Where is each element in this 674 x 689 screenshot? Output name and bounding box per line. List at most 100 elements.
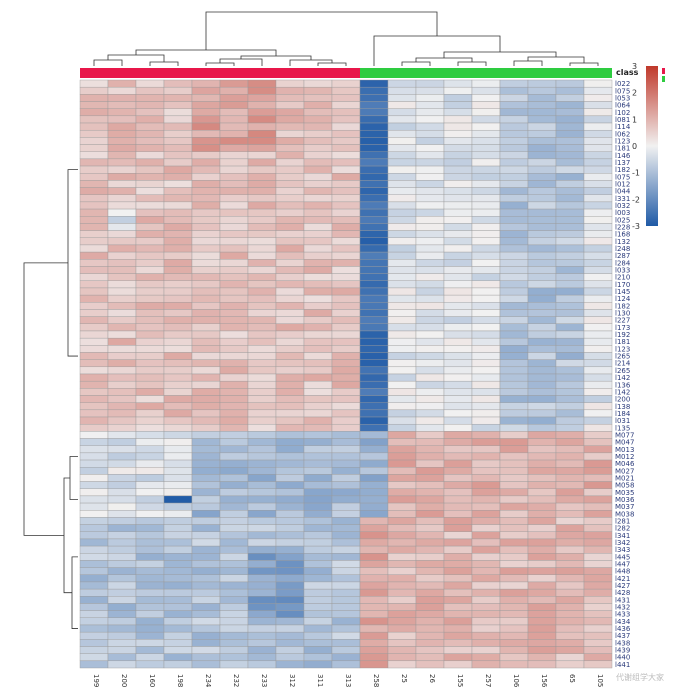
heatmap-cell [135, 187, 165, 195]
heatmap-cell [275, 610, 305, 619]
heatmap-cell [555, 280, 585, 289]
heatmap-cell [415, 560, 445, 568]
heatmap-cell [163, 660, 193, 669]
heatmap-cell [443, 567, 473, 575]
heatmap-cell [499, 173, 529, 181]
heatmap-cell [555, 129, 585, 138]
heatmap-cell [387, 567, 417, 575]
heatmap-cell [583, 538, 613, 547]
heatmap-cell [555, 144, 585, 152]
heatmap-cell [471, 373, 501, 382]
heatmap-cell [415, 230, 445, 238]
heatmap-cell [191, 388, 221, 396]
heatmap-cell [219, 373, 249, 382]
heatmap-cell [107, 560, 137, 568]
column-dendrogram [93, 11, 599, 66]
heatmap-cell [331, 223, 361, 231]
heatmap-cell [555, 567, 585, 575]
heatmap-cell [163, 488, 193, 497]
heatmap-cell [79, 416, 109, 425]
heatmap-cell [107, 524, 137, 532]
heatmap-cell [303, 631, 333, 640]
class-bar-cell [416, 68, 444, 78]
heatmap-cell [275, 424, 305, 432]
heatmap-cell [471, 122, 501, 131]
heatmap-cell [219, 560, 249, 568]
dendrogram-branch [71, 556, 78, 629]
dendrogram-branch [317, 62, 347, 66]
row-tick-label: l102 [615, 109, 630, 117]
heatmap-cell [527, 122, 557, 131]
heatmap-cell [415, 538, 445, 547]
heatmap-cell [555, 352, 585, 360]
heatmap-cell [415, 302, 445, 310]
heatmap-cell [387, 266, 417, 274]
heatmap-cell [359, 409, 389, 418]
heatmap-cell [359, 223, 389, 231]
heatmap-cell [415, 309, 445, 317]
heatmap-cell [415, 438, 445, 446]
heatmap-cell [163, 137, 193, 145]
heatmap-cell [191, 223, 221, 231]
heatmap-cell [191, 208, 221, 217]
legend-tick-label: 2 [632, 89, 637, 98]
heatmap-cell [471, 201, 501, 210]
heatmap-cell [163, 438, 193, 446]
heatmap-cell [219, 345, 249, 353]
heatmap-cell [583, 230, 613, 238]
heatmap-cell [275, 309, 305, 317]
row-tick-label: M037 [615, 503, 634, 511]
heatmap-cell [219, 467, 249, 475]
heatmap-cell [275, 517, 305, 525]
heatmap-cell [79, 180, 109, 188]
heatmap-cell [415, 653, 445, 662]
heatmap-cell [499, 287, 529, 296]
heatmap-cell [555, 438, 585, 446]
heatmap-cell [219, 517, 249, 525]
heatmap-cell [499, 194, 529, 203]
heatmap-cell [163, 330, 193, 339]
heatmap-cell [555, 151, 585, 160]
heatmap-cell [359, 359, 389, 368]
class-bar-cell [136, 68, 164, 78]
heatmap-cell [303, 459, 333, 468]
heatmap-cell [359, 603, 389, 611]
heatmap-cell [387, 173, 417, 181]
heatmap-cell [107, 459, 137, 468]
heatmap-cell [359, 108, 389, 117]
heatmap-cell [443, 438, 473, 446]
heatmap-cell [107, 294, 137, 303]
heatmap-cell [79, 302, 109, 310]
heatmap-cell [275, 495, 305, 504]
heatmap-cell [387, 431, 417, 439]
heatmap-cell [163, 302, 193, 310]
row-tick-label: M036 [615, 496, 635, 504]
heatmap-cell [359, 459, 389, 468]
heatmap-cell [387, 474, 417, 482]
heatmap-cell [219, 337, 249, 346]
heatmap-cell [583, 273, 613, 281]
heatmap-cell [247, 208, 277, 217]
heatmap-cell [583, 151, 613, 160]
heatmap-cell [499, 624, 529, 633]
heatmap-cell [471, 316, 501, 325]
heatmap-cell [415, 173, 445, 181]
heatmap-cell [583, 660, 613, 669]
heatmap-cell [107, 273, 137, 281]
heatmap-cell [191, 545, 221, 554]
heatmap-cell [387, 545, 417, 554]
heatmap-cell [107, 409, 137, 418]
heatmap-cell [359, 502, 389, 511]
heatmap-cell [247, 122, 277, 131]
heatmap-cell [415, 101, 445, 109]
heatmap-cell [107, 438, 137, 446]
heatmap-cell [499, 510, 529, 518]
heatmap-cell [303, 316, 333, 325]
heatmap-cell [583, 294, 613, 303]
heatmap-cell [499, 137, 529, 145]
heatmap-cell [107, 251, 137, 260]
heatmap-cell [499, 259, 529, 267]
heatmap-cell [303, 94, 333, 102]
row-tick-label: l439 [615, 647, 630, 655]
heatmap-cell [583, 122, 613, 131]
